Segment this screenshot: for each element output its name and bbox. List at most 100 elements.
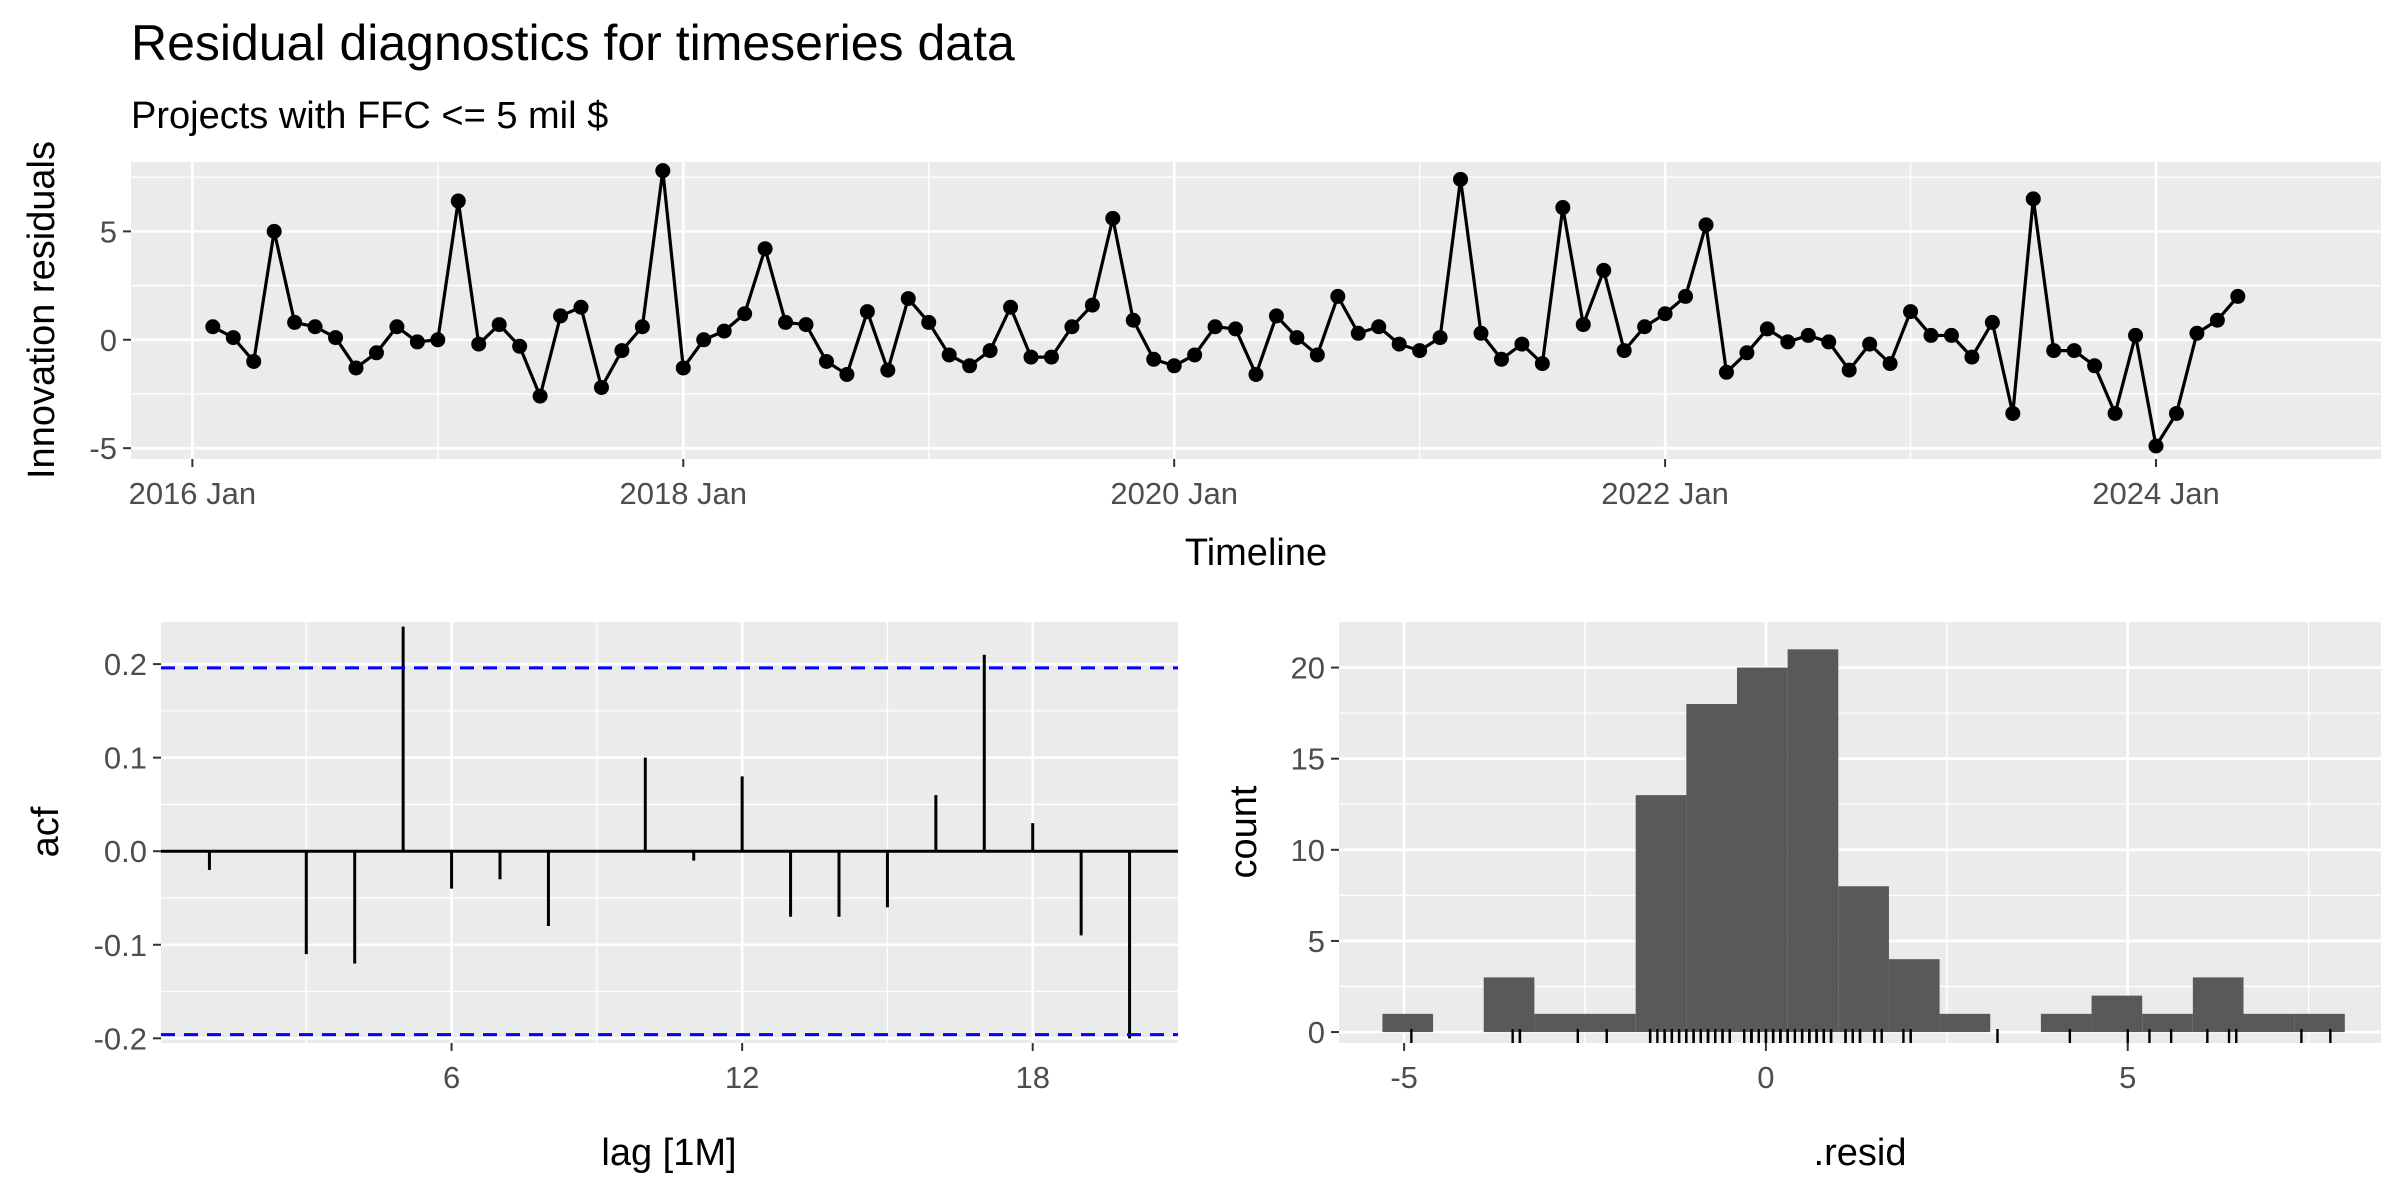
residual-point (450, 193, 466, 209)
residual-point (880, 362, 896, 378)
residual-point (2046, 343, 2062, 359)
residual-point (737, 306, 753, 322)
residual-point (1084, 297, 1100, 313)
histogram-x-tick-label: 5 (2119, 1060, 2136, 1095)
histogram-bin (2091, 995, 2143, 1033)
residual-point (1023, 349, 1039, 365)
residual-point (1534, 356, 1550, 372)
residual-point (1207, 319, 1223, 335)
histogram-bin (1534, 1013, 1586, 1033)
residual-point (1575, 317, 1591, 333)
residuals-time-plot: -5 0 5 2016 Jan 2018 Jan 2020 Jan 2022 Jan 2024… (21, 141, 2381, 574)
residual-point (1187, 347, 1203, 363)
residual-point (2005, 405, 2021, 421)
acf-y-axis-title: acf (25, 806, 67, 857)
residual-point (348, 360, 364, 376)
residual-point (1473, 325, 1489, 341)
histogram-bin (2294, 1013, 2345, 1033)
residual-point (553, 308, 569, 324)
acf-y-tick-label: -0.1 (94, 928, 147, 963)
residual-point (2148, 438, 2164, 454)
residual-point (307, 319, 323, 335)
residual-point (389, 319, 405, 335)
residual-point (430, 332, 446, 348)
histogram-y-axis-title: count (1223, 785, 1265, 878)
residual-point (1821, 334, 1837, 350)
residual-point (328, 330, 344, 346)
residual-point (962, 358, 978, 374)
acf-panel-background (161, 622, 1178, 1043)
residual-point (982, 343, 998, 359)
residual-point (532, 388, 548, 404)
residual-point (1637, 319, 1653, 335)
histogram-y-tick-label: 20 (1291, 651, 1325, 686)
residual-point (1943, 327, 1959, 343)
residual-point (471, 336, 487, 352)
residual-point (225, 330, 241, 346)
residual-point (1800, 327, 1816, 343)
residual-point (1146, 351, 1162, 367)
residual-point (859, 304, 875, 320)
histogram-bin (1736, 667, 1788, 1033)
residual-point (2107, 405, 2123, 421)
residual-point (1862, 336, 1878, 352)
histogram-bin (1939, 1013, 1991, 1033)
residual-point (1739, 345, 1755, 361)
residual-point (1616, 343, 1632, 359)
residual-point (921, 314, 937, 330)
histogram-y-tick-label: 15 (1291, 742, 1325, 777)
residuals-x-tick-label: 2020 Jan (1110, 476, 1238, 511)
residual-point (1923, 327, 1939, 343)
figure-title: Residual diagnostics for timeseries data (131, 15, 1015, 71)
residual-point (1678, 288, 1694, 304)
residual-point (798, 317, 814, 333)
acf-x-tick-label: 12 (725, 1060, 759, 1095)
acf-y-tick-label: -0.2 (94, 1021, 147, 1056)
residual-point (1064, 319, 1080, 335)
residual-point (778, 314, 794, 330)
residual-point (1391, 336, 1407, 352)
histogram-plot: 0 5 10 15 20 -5 0 5 .resid count (1223, 622, 2381, 1174)
figure-subtitle: Projects with FFC <= 5 mil $ (131, 95, 608, 137)
acf-plot: -0.2 -0.1 0.0 0.1 0.2 6 12 18 lag [1M] acf (25, 622, 1178, 1174)
residual-point (1555, 200, 1571, 216)
acf-x-axis-title: lag [1M] (601, 1132, 736, 1174)
histogram-bins (1382, 649, 2345, 1033)
acf-y-tick-label: 0.2 (104, 647, 147, 682)
acf-x-tick-label: 6 (443, 1060, 460, 1095)
residual-point (1105, 210, 1121, 226)
residual-point (491, 317, 507, 333)
histogram-axis-ticks: 0 5 10 15 20 -5 0 5 (1291, 651, 2137, 1095)
residual-point (2128, 327, 2144, 343)
residual-point (2168, 405, 2184, 421)
histogram-bin (2192, 977, 2244, 1033)
acf-y-tick-label: 0.1 (104, 741, 147, 776)
residuals-x-tick-label: 2018 Jan (619, 476, 747, 511)
acf-x-tick-label: 18 (1015, 1060, 1049, 1095)
histogram-bin (2040, 1013, 2092, 1033)
residual-point (1596, 262, 1612, 278)
residual-point (205, 319, 221, 335)
residuals-y-axis-title: Innovation residuals (21, 141, 63, 479)
residual-point (1309, 347, 1325, 363)
residual-point (1268, 308, 1284, 324)
histogram-bin (1635, 795, 1687, 1033)
residual-point (1371, 319, 1387, 335)
residual-point (900, 291, 916, 307)
residual-point (1493, 351, 1509, 367)
residual-point (1248, 366, 1264, 382)
histogram-bin (1585, 1013, 1636, 1033)
acf-series (161, 626, 1178, 1039)
residual-point (2025, 191, 2041, 207)
residual-point (1289, 330, 1305, 346)
residual-point (2189, 325, 2205, 341)
residual-point (1759, 321, 1775, 337)
residuals-axis-ticks: -5 0 5 2016 Jan 2018 Jan 2020 Jan 2022 Jan 2024… (89, 214, 2219, 511)
histogram-x-tick-label: -5 (1390, 1060, 1418, 1095)
histogram-bin (2243, 1013, 2295, 1033)
histogram-bin (2142, 1013, 2193, 1033)
residual-point (2209, 312, 2225, 328)
acf-y-tick-label: 0.0 (104, 834, 147, 869)
histogram-x-tick-label: 0 (1757, 1060, 1774, 1095)
